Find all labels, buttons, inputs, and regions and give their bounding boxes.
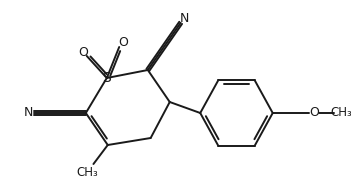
Text: CH₃: CH₃ <box>331 107 351 119</box>
Text: O: O <box>118 36 128 49</box>
Text: N: N <box>179 11 189 24</box>
Text: O: O <box>78 45 88 59</box>
Text: O: O <box>310 107 320 119</box>
Text: S: S <box>102 71 111 85</box>
Text: CH₃: CH₃ <box>76 167 98 180</box>
Text: N: N <box>24 107 33 119</box>
